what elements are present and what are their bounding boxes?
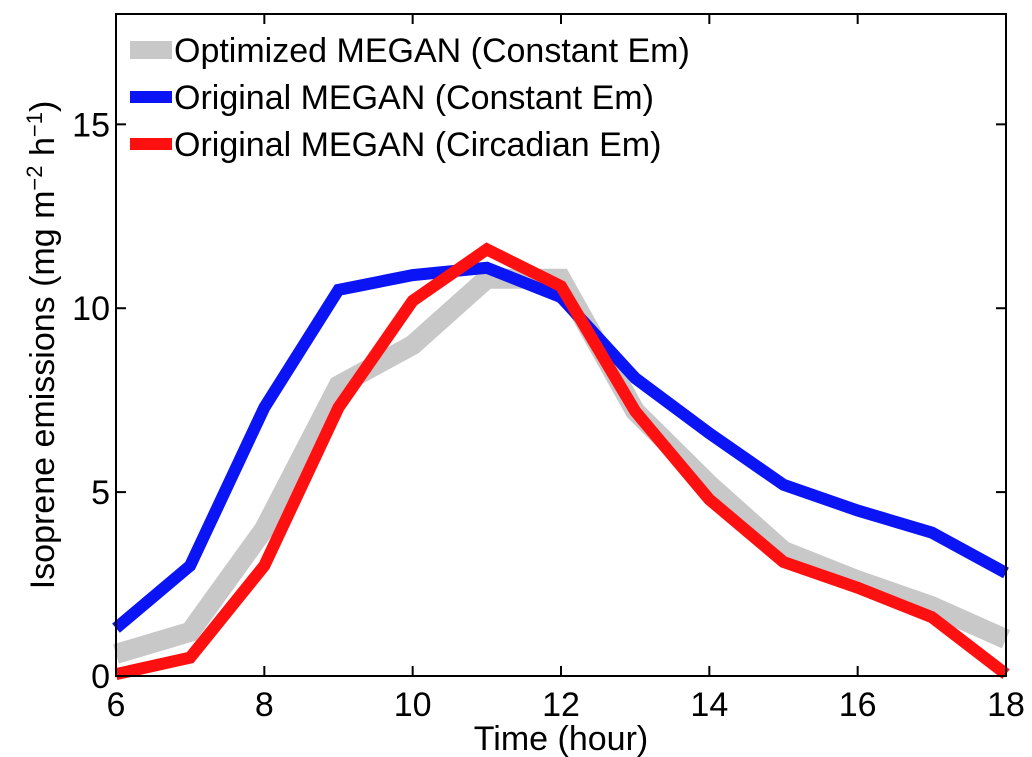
x-axis-label: Time (hour) bbox=[474, 720, 648, 757]
x-tick-label: 12 bbox=[542, 686, 580, 724]
x-tick-label: 6 bbox=[107, 686, 126, 724]
y-tick-label: 10 bbox=[72, 290, 110, 328]
series-line-2 bbox=[112, 261, 1009, 633]
y-tick-label: 15 bbox=[72, 106, 110, 144]
y-axis-label-superscript-2: −1 bbox=[22, 112, 47, 137]
y-axis-label: Isoprene emissions (mg m−2 h−1) bbox=[22, 101, 62, 590]
x-tick-label: 18 bbox=[987, 686, 1025, 724]
y-tick-label: 0 bbox=[91, 658, 110, 696]
series-line-3 bbox=[114, 242, 1010, 681]
x-tick-label: 10 bbox=[394, 686, 432, 724]
x-tick-label: 16 bbox=[839, 686, 877, 724]
axis-ticks: 6 8 10 12 14 16 18 0 5 10 15 bbox=[72, 14, 1025, 724]
y-tick-label: 5 bbox=[91, 474, 110, 512]
series-layer bbox=[112, 242, 1011, 681]
legend-label-3: Original MEGAN (Circadian Em) bbox=[174, 126, 661, 164]
y-axis-label-mid: h bbox=[24, 137, 62, 165]
y-axis-label-superscript-1: −2 bbox=[22, 166, 47, 191]
y-axis-label-end: ) bbox=[24, 101, 62, 112]
y-axis-label-main: Isoprene emissions (mg m bbox=[24, 191, 62, 590]
series-line-1 bbox=[113, 268, 1011, 664]
legend-label-1: Optimized MEGAN (Constant Em) bbox=[174, 32, 690, 70]
x-tick-label: 8 bbox=[255, 686, 274, 724]
legend-label-2: Original MEGAN (Constant Em) bbox=[174, 79, 654, 117]
legend: Optimized MEGAN (Constant Em) Original ME… bbox=[130, 32, 690, 164]
x-tick-label: 14 bbox=[690, 686, 728, 724]
